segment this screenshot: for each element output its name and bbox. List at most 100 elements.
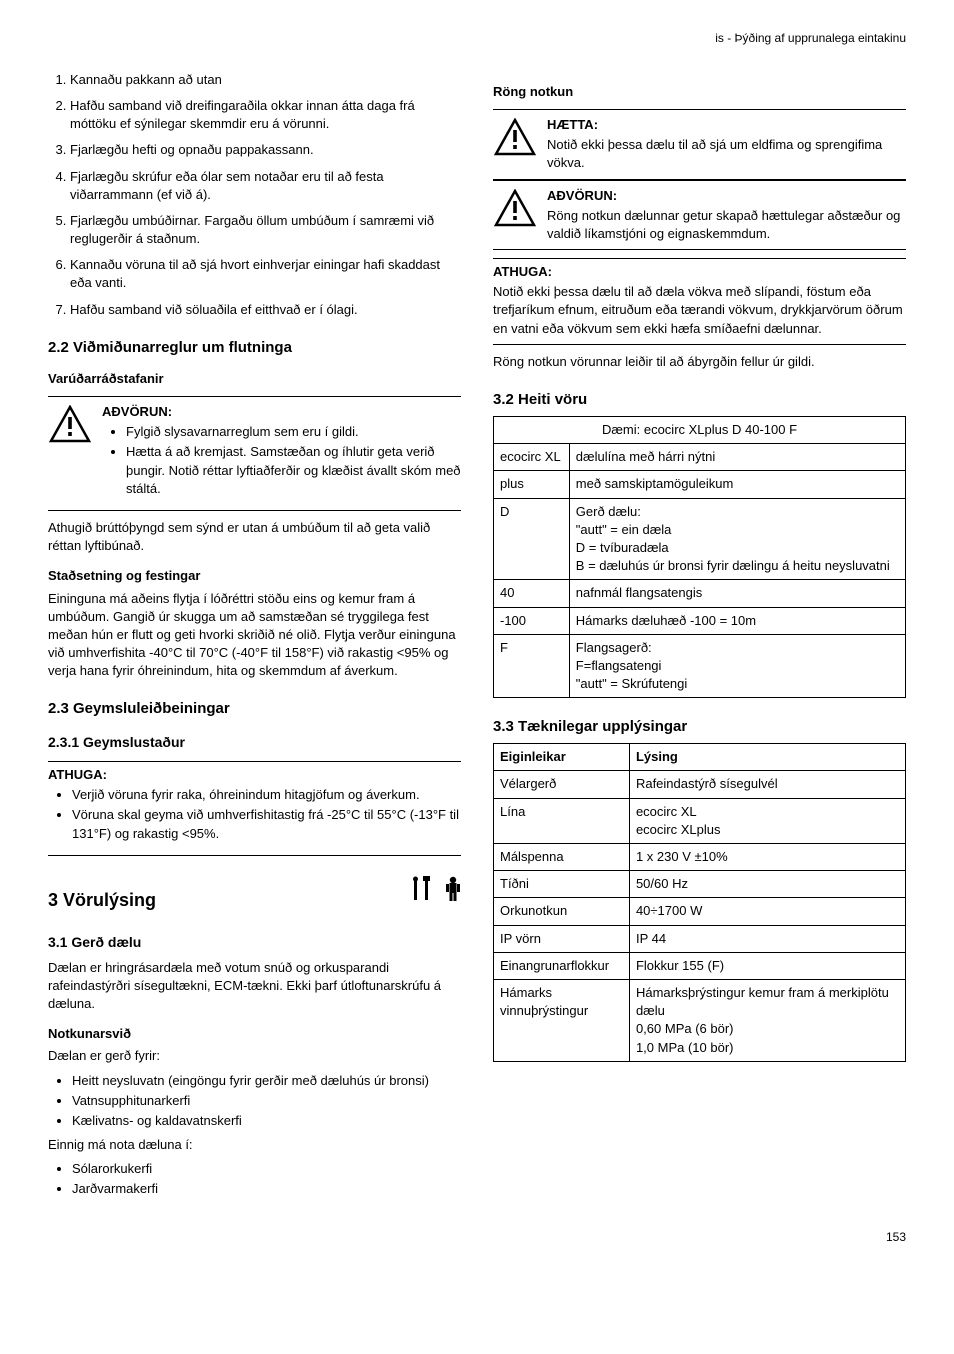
warning-triangle-icon — [48, 403, 92, 504]
line: D = tvíburadæla — [576, 539, 899, 557]
cell-val: Flangsagerð: F=flangsatengi "autt" = Skr… — [569, 634, 905, 698]
table-row: Lína ecocirc XL ecocirc XLplus — [494, 798, 906, 843]
table-row: IP vörn IP 44 — [494, 925, 906, 952]
table-row: D Gerð dælu: "autt" = ein dæla D = tvíbu… — [494, 498, 906, 580]
cell-val: ecocirc XL ecocirc XLplus — [629, 798, 905, 843]
line: Hámarksþrýstingur kemur fram á merkiplöt… — [636, 984, 899, 1020]
wrong-use-subheading: Röng notkun — [493, 83, 906, 101]
step-1: Kannaðu pakkann að utan — [70, 71, 461, 89]
warning-misuse-text: Röng notkun dælunnar getur skapað hættul… — [547, 207, 906, 243]
line: "autt" = Skrúfutengi — [576, 675, 899, 693]
icon-pair — [411, 876, 461, 907]
product-name-table: Dæmi: ecocirc XLplus D 40-100 F ecocirc … — [493, 416, 906, 698]
warranty-void-para: Röng notkun vörunnar leiðir til að ábyrg… — [493, 353, 906, 371]
table-row: F Flangsagerð: F=flangsatengi "autt" = S… — [494, 634, 906, 698]
usage-item-5: Jarðvarmakerfi — [72, 1180, 461, 1198]
cell-val: Hámarks dæluhæð -100 = 10m — [569, 607, 905, 634]
section-3-2-heading: 3.2 Heiti vöru — [493, 389, 906, 410]
left-column: Kannaðu pakkann að utan Hafðu samband vi… — [48, 71, 461, 1205]
cell-val: Flokkur 155 (F) — [629, 952, 905, 979]
step-3: Fjarlægðu hefti og opnaðu pappakassann. — [70, 141, 461, 159]
cell-val: 50/60 Hz — [629, 871, 905, 898]
warning-bullet-1: Fylgið slysavarnarreglum sem eru í gildi… — [126, 423, 461, 441]
danger-text: Notið ekki þessa dælu til að sjá um eldf… — [547, 136, 906, 172]
warning-bullet-2: Hætta á að kremjast. Samstæðan og íhluti… — [126, 443, 461, 498]
page-header: is - Þýðing af upprunalega eintakinu — [48, 30, 906, 47]
cell-val: IP 44 — [629, 925, 905, 952]
warning-body: AÐVÖRUN: Fylgið slysavarnarreglum sem er… — [102, 403, 461, 504]
cell-key: Málspenna — [494, 844, 630, 871]
cell-val: 40÷1700 W — [629, 898, 905, 925]
note-misuse-title: ATHUGA: — [493, 263, 906, 281]
line: ecocirc XLplus — [636, 821, 899, 839]
cell-key: Orkunotkun — [494, 898, 630, 925]
section-2-2-heading: 2.2 Viðmiðunarreglur um flutninga — [48, 337, 461, 358]
table-row: Dæmi: ecocirc XLplus D 40-100 F — [494, 417, 906, 444]
note-block-misuse: ATHUGA: Notið ekki þessa dælu til að dæl… — [493, 258, 906, 345]
table-row: -100 Hámarks dæluhæð -100 = 10m — [494, 607, 906, 634]
table-row: Vélargerð Rafeindastýrð sísegulvél — [494, 771, 906, 798]
tools-icon — [411, 876, 433, 907]
cell-key: Hámarks vinnuþrýstingur — [494, 979, 630, 1061]
step-6: Kannaðu vöruna til að sjá hvort einhverj… — [70, 256, 461, 292]
cell-val: Gerð dælu: "autt" = ein dæla D = tvíbura… — [569, 498, 905, 580]
line: 0,60 MPa (6 bör) — [636, 1020, 899, 1038]
danger-body: HÆTTA: Notið ekki þessa dælu til að sjá … — [547, 116, 906, 173]
two-column-layout: Kannaðu pakkann að utan Hafðu samband vi… — [48, 71, 906, 1205]
person-icon — [445, 876, 461, 907]
line: Gerð dælu: — [576, 503, 899, 521]
usage-also-intro: Einnig má nota dæluna í: — [48, 1136, 461, 1154]
line: ecocirc XL — [636, 803, 899, 821]
warning-block-transport: AÐVÖRUN: Fylgið slysavarnarreglum sem er… — [48, 396, 461, 511]
warning-misuse-body: AÐVÖRUN: Röng notkun dælunnar getur skap… — [547, 187, 906, 244]
example-header-cell: Dæmi: ecocirc XLplus D 40-100 F — [494, 417, 906, 444]
cell-val: Hámarksþrýstingur kemur fram á merkiplöt… — [629, 979, 905, 1061]
line: "autt" = ein dæla — [576, 521, 899, 539]
step-7: Hafðu samband við söluaðila ef eitthvað … — [70, 301, 461, 319]
cell-val: með samskiptamöguleikum — [569, 471, 905, 498]
cell-val: dælulína með hárri nýtni — [569, 444, 905, 471]
cell-key: IP vörn — [494, 925, 630, 952]
table-row: Orkunotkun 40÷1700 W — [494, 898, 906, 925]
line: 1,0 MPa (10 bör) — [636, 1039, 899, 1057]
precautions-subheading: Varúðarráðstafanir — [48, 370, 461, 388]
gross-weight-para: Athugið brúttóþyngd sem sýnd er utan á u… — [48, 519, 461, 555]
note-bullets: Verjið vöruna fyrir raka, óhreinindum hi… — [48, 786, 461, 843]
table-row: Málspenna 1 x 230 V ±10% — [494, 844, 906, 871]
usage-item-2: Vatnsupphitunarkerfi — [72, 1092, 461, 1110]
header-cell: Eiginleikar — [494, 744, 630, 771]
cell-val: nafnmál flangsatengis — [569, 580, 905, 607]
table-row: Eiginleikar Lýsing — [494, 744, 906, 771]
cell-val: 1 x 230 V ±10% — [629, 844, 905, 871]
section-3-heading: 3 Vörulýsing — [48, 888, 156, 913]
warning-title: AÐVÖRUN: — [102, 403, 461, 421]
tech-specs-table: Eiginleikar Lýsing Vélargerð Rafeindastý… — [493, 743, 906, 1061]
step-5: Fjarlægðu umbúðirnar. Fargaðu öllum umbú… — [70, 212, 461, 248]
table-row: ecocirc XL dælulína með hárri nýtni — [494, 444, 906, 471]
step-2: Hafðu samband við dreifingaraðila okkar … — [70, 97, 461, 133]
section-3-3-heading: 3.3 Tæknilegar upplýsingar — [493, 716, 906, 737]
warning-block-misuse: AÐVÖRUN: Röng notkun dælunnar getur skap… — [493, 180, 906, 251]
danger-title: HÆTTA: — [547, 116, 906, 134]
right-column: Röng notkun HÆTTA: Notið ekki þessa dælu… — [493, 71, 906, 1205]
note-title: ATHUGA: — [48, 766, 461, 784]
table-row: Tíðni 50/60 Hz — [494, 871, 906, 898]
positioning-para: Eininguna má aðeins flytja í lóðréttri s… — [48, 590, 461, 681]
line: Flangsagerð: — [576, 639, 899, 657]
cell-key: Lína — [494, 798, 630, 843]
cell-key: Tíðni — [494, 871, 630, 898]
table-row: 40 nafnmál flangsatengis — [494, 580, 906, 607]
usage-subheading: Notkunarsvið — [48, 1025, 461, 1043]
line: F=flangsatengi — [576, 657, 899, 675]
usage-list-1: Heitt neysluvatn (eingöngu fyrir gerðir … — [48, 1072, 461, 1131]
warning-triangle-icon — [493, 116, 537, 173]
line: B = dæluhús úr bronsi fyrir dælingu á he… — [576, 557, 899, 575]
positioning-subheading: Staðsetning og festingar — [48, 567, 461, 585]
step-4: Fjarlægðu skrúfur eða ólar sem notaðar e… — [70, 168, 461, 204]
cell-key: D — [494, 498, 570, 580]
cell-key: 40 — [494, 580, 570, 607]
section-2-3-1-heading: 2.3.1 Geymslustaður — [48, 733, 461, 753]
note-bullet-1: Verjið vöruna fyrir raka, óhreinindum hi… — [72, 786, 461, 804]
note-block-storage: ATHUGA: Verjið vöruna fyrir raka, óhrein… — [48, 761, 461, 856]
unpacking-steps: Kannaðu pakkann að utan Hafðu samband vi… — [48, 71, 461, 319]
